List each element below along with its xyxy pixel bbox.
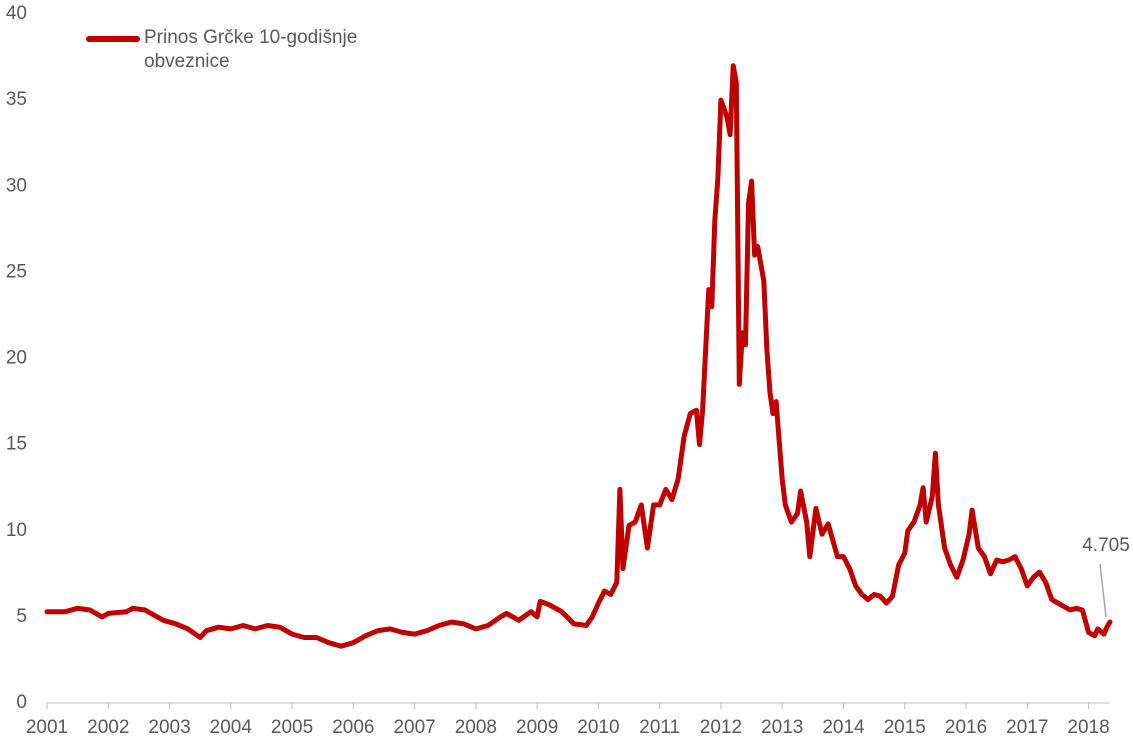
legend: Prinos Grčke 10-godišnje obveznice — [86, 26, 404, 74]
x-tick-label: 2017 — [1006, 717, 1048, 738]
y-tick-label: 40 — [6, 3, 27, 24]
y-tick-label: 15 — [6, 434, 27, 455]
y-tick-label: 0 — [16, 692, 27, 713]
legend-label: Prinos Grčke 10-godišnje obveznice — [144, 27, 358, 72]
x-tick-label: 2010 — [577, 717, 619, 738]
x-tick-label: 2016 — [945, 717, 987, 738]
legend-swatch — [86, 36, 140, 42]
x-tick-label: 2007 — [393, 717, 435, 738]
x-tick-label: 2005 — [271, 717, 313, 738]
x-tick-label: 2018 — [1067, 717, 1109, 738]
y-tick-label: 10 — [6, 520, 27, 541]
x-tick-label: 2015 — [884, 717, 926, 738]
x-tick-label: 2004 — [210, 717, 253, 738]
y-tick-label: 25 — [6, 261, 27, 282]
annotation: 4.705 — [1082, 535, 1130, 556]
x-tick-label: 2012 — [700, 717, 742, 738]
x-tick-label: 2002 — [87, 717, 129, 738]
x-tick-label: 2003 — [148, 717, 190, 738]
x-tick-label: 2013 — [761, 717, 803, 738]
series-line — [44, 63, 1113, 649]
y-tick-label: 5 — [16, 606, 27, 627]
x-tick-label: 2009 — [516, 717, 558, 738]
y-tick-label: 35 — [6, 89, 27, 110]
annotation-leader — [1099, 563, 1107, 618]
y-tick-label: 30 — [6, 175, 27, 196]
x-tick-label: 2001 — [26, 717, 68, 738]
y-tick-label: 20 — [6, 348, 27, 369]
x-tick-label: 2011 — [639, 717, 680, 738]
x-tick-label: 2014 — [822, 717, 865, 738]
x-tick-label: 2006 — [332, 717, 374, 738]
x-tick-label: 2008 — [455, 717, 497, 738]
